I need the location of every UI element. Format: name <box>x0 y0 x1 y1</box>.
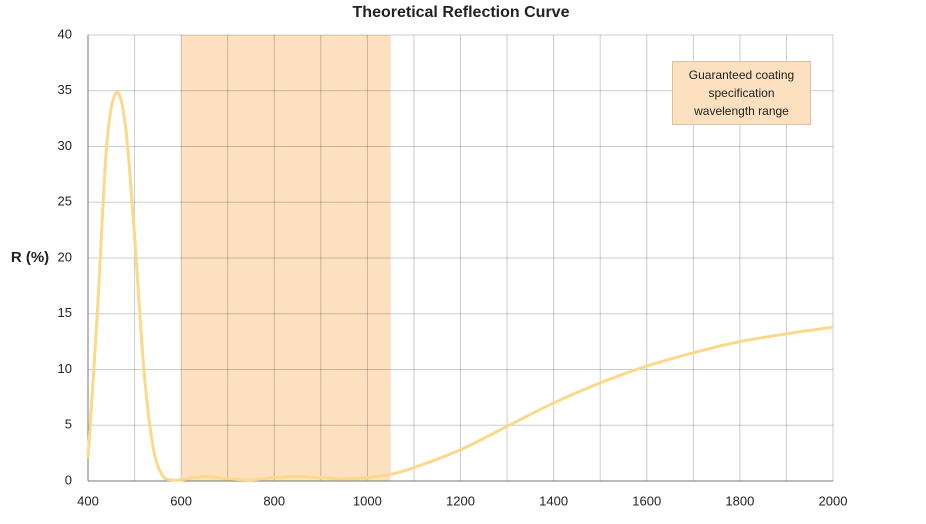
y-axis-label: R (%) <box>11 249 49 266</box>
x-tick-label: 800 <box>263 493 285 508</box>
y-tick-label: 25 <box>58 194 72 209</box>
y-tick-label: 20 <box>58 249 72 264</box>
spec-band <box>181 35 391 481</box>
y-tick-label: 40 <box>58 26 72 41</box>
x-tick-label: 1800 <box>725 493 754 508</box>
y-tick-label: 5 <box>65 417 72 432</box>
y-tick-label: 10 <box>58 361 72 376</box>
x-tick-label: 1400 <box>539 493 568 508</box>
x-tick-label: 600 <box>170 493 192 508</box>
chart-title: Theoretical Reflection Curve <box>353 4 570 21</box>
x-tick-label: 400 <box>77 493 99 508</box>
x-tick-label: 2000 <box>819 493 848 508</box>
y-tick-label: 15 <box>58 305 72 320</box>
x-tick-label: 1200 <box>446 493 475 508</box>
x-tick-label: 1600 <box>632 493 661 508</box>
x-tick-label: 1000 <box>353 493 382 508</box>
y-tick-label: 30 <box>58 138 72 153</box>
annotation: Guaranteed coating specification wavelen… <box>672 61 811 125</box>
series-line <box>86 90 834 482</box>
y-tick-label: 0 <box>65 472 72 487</box>
y-tick-label: 35 <box>58 82 72 97</box>
